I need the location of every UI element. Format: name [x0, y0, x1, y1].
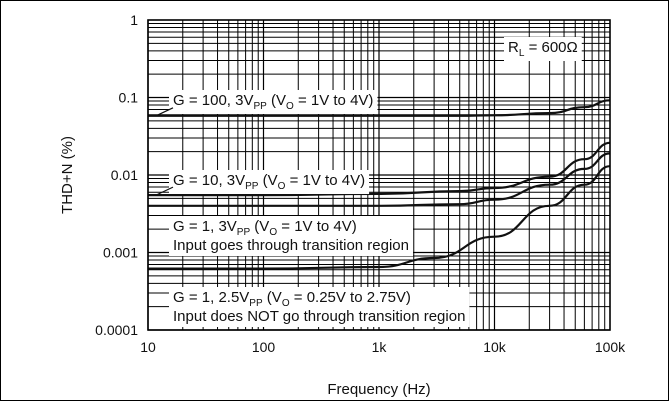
leader-line [155, 107, 174, 117]
series-line-3 [148, 152, 611, 207]
y-axis-label: THD+N (%) [59, 136, 76, 214]
load-annotation-group: RL = 600Ω [504, 37, 582, 61]
series-label-1-group: G = 100, 3VPP (VO = 1V to 4V) [169, 90, 378, 114]
series-label-1: G = 100, 3VPP (VO = 1V to 4V) [173, 92, 373, 112]
series-label-4-line2: Input does NOT go through transition reg… [173, 308, 465, 325]
series-labels: G = 100, 3VPP (VO = 1V to 4V) G = 10, 3VP… [155, 37, 582, 327]
x-tick-label: 10 [140, 339, 156, 355]
series-label-3: G = 1, 3VPP (VO = 1V to 4V) [173, 218, 357, 238]
x-tick-label: 1k [372, 339, 388, 355]
series-label-4-group: G = 1, 2.5VPP (VO = 0.25V to 2.75V)Input… [169, 287, 470, 327]
series-label-1-background [169, 90, 378, 114]
series-label-3-line2: Input goes through transition region [173, 237, 409, 254]
load-annotation: RL = 600Ω [508, 39, 578, 59]
series-label-2-background [169, 170, 370, 194]
y-tick-label: 0.1 [119, 90, 139, 106]
tick-labels: 10 100 1k 10k 100k 1 0.1 0.01 0.001 0.0001 [95, 12, 626, 355]
x-axis-label: Frequency (Hz) [327, 381, 430, 398]
series-label-3-group: G = 1, 3VPP (VO = 1V to 4V)Input goes th… [169, 216, 413, 256]
series-group [147, 99, 611, 270]
series-label-2: G = 10, 3VPP (VO = 1V to 4V) [173, 172, 365, 192]
series-line-1 [147, 99, 611, 117]
y-tick-label: 0.0001 [95, 322, 138, 338]
series-label-2-group: G = 10, 3VPP (VO = 1V to 4V) [169, 170, 370, 194]
series-line-2 [148, 141, 611, 197]
series-line-4 [148, 165, 611, 270]
x-tick-label: 10k [483, 339, 507, 355]
plot-border [147, 19, 611, 331]
series-label-4-background [169, 287, 470, 327]
leader-line [155, 186, 174, 196]
series-label-4: G = 1, 2.5VPP (VO = 0.25V to 2.75V) [173, 289, 411, 309]
y-tick-label: 0.001 [103, 245, 138, 261]
y-tick-label: 1 [130, 12, 138, 28]
x-tick-label: 100 [252, 339, 276, 355]
series-label-3-background [169, 216, 413, 256]
load-annotation-background [504, 37, 582, 61]
y-tick-label: 0.01 [111, 167, 138, 183]
x-tick-label: 100k [595, 339, 626, 355]
